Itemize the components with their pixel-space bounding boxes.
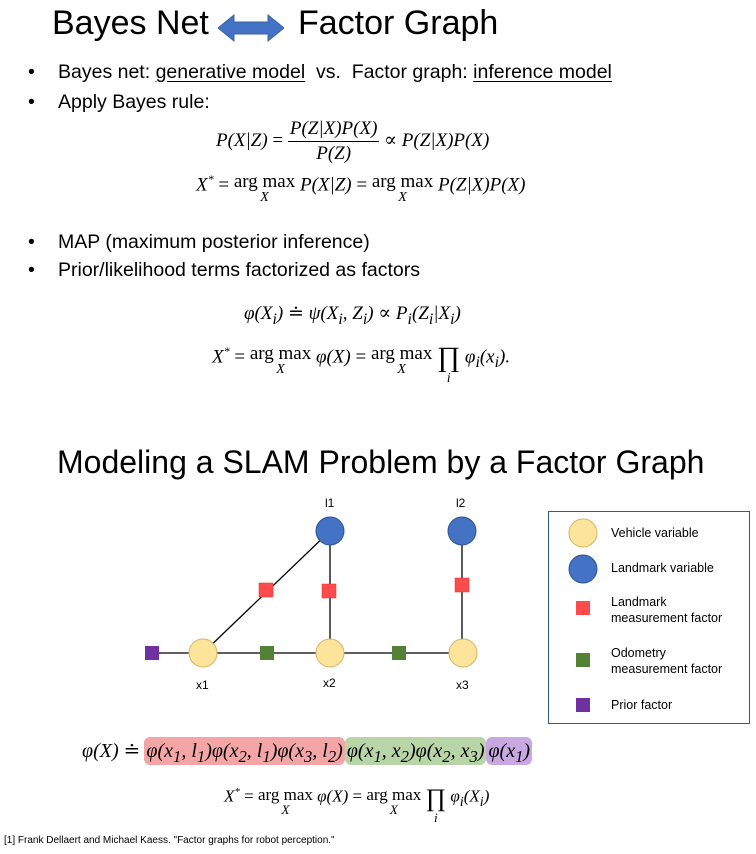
generative-model-text: generative model — [155, 61, 306, 83]
bullet-map: • MAP (maximum posterior inference) — [28, 231, 370, 253]
equation-map-factors: X* = arg max X φ(X) = arg max X ∏ i φi(xi). — [212, 342, 511, 386]
legend-odometry-factor-icon — [576, 653, 590, 667]
legend-landmark-factor-icon — [576, 601, 590, 615]
landmark-node-l1 — [315, 516, 345, 546]
odometry-factor-x2-x3 — [392, 646, 406, 660]
equation-factor-definition: φ(Xi) ≐ ψ(Xi, Zi) ∝ Pi(Zi|Xi) — [244, 303, 461, 328]
legend-landmark-factor-label: Landmark measurement factor — [611, 594, 722, 626]
label-l2: l2 — [456, 496, 466, 510]
reference-citation: [1] Frank Dellaert and Michael Kaess. "F… — [4, 835, 335, 846]
odometry-factor-x1-x2 — [260, 646, 274, 660]
factor-graph: l1 l2 x1 x2 x3 — [145, 496, 478, 692]
equation-map-bayes: X* = arg max X P(X|Z) = arg max X P(Z|X)P(… — [196, 171, 526, 205]
inference-model-text: inference model — [473, 61, 612, 83]
highlight-odometry-factors: φ(x1, x2)φ(x2, x3) — [344, 737, 487, 766]
legend-box: Vehicle variable Landmark variable Landm… — [548, 511, 750, 724]
highlight-landmark-factors: φ(x1, l1)φ(x2, l1)φ(x3, l2) — [144, 737, 345, 766]
landmark-factor-x1-l1 — [258, 582, 274, 598]
legend-landmark-icon — [568, 554, 598, 584]
double-arrow-icon — [218, 14, 284, 42]
label-x2: x2 — [323, 676, 336, 690]
bullet2-text: Apply Bayes rule: — [58, 91, 210, 113]
equation-slam-map: X* = arg max X φ(X) = arg max X ∏ i φi(Xi) — [224, 785, 490, 825]
legend-odometry-factor-label: Odometry measurement factor — [611, 645, 722, 677]
legend-odometry-factor-line2: measurement factor — [611, 662, 723, 676]
equation-slam-factorization: φ(X) ≐ φ(x1, l1)φ(x2, l1)φ(x3, l2) φ(x1, x… — [82, 737, 533, 767]
landmark-factor-x3-l2 — [454, 577, 470, 593]
label-l1: l1 — [325, 496, 335, 510]
legend-vehicle-label: Vehicle variable — [611, 526, 699, 540]
legend-landmark-label: Landmark variable — [611, 561, 714, 575]
bullet-prior-likelihood: • Prior/likelihood terms factorized as fa… — [28, 259, 420, 281]
bullet4-text: Prior/likelihood terms factorized as fac… — [58, 259, 420, 281]
vehicle-node-x3 — [448, 638, 478, 668]
prior-factor-square — [145, 646, 159, 660]
landmark-factor-x2-l1 — [321, 583, 337, 599]
title-factor-graph: Factor Graph — [298, 4, 499, 42]
highlight-prior-factor: φ(x1) — [486, 737, 533, 766]
label-x1: x1 — [196, 678, 209, 692]
bullet1-prefix: Bayes net: — [58, 61, 156, 83]
title-bayes-net: Bayes Net — [52, 4, 209, 42]
legend-landmark-factor-line1: Landmark — [611, 595, 667, 609]
legend-vehicle-icon — [568, 518, 598, 548]
bullet-bayes-vs-factor: • Bayes net: generative model vs. Factor … — [28, 61, 612, 83]
bullet3-text: MAP (maximum posterior inference) — [58, 231, 370, 253]
landmark-node-l2 — [447, 516, 477, 546]
legend-prior-factor-label: Prior factor — [611, 698, 673, 712]
legend-prior-factor-icon — [576, 698, 590, 712]
bullet1-mid: vs. Factor graph: — [305, 61, 474, 83]
legend-odometry-factor-line1: Odometry — [611, 646, 666, 660]
vehicle-node-x2 — [315, 638, 345, 668]
equation-bayes-rule: P(X|Z) = P(Z|X)P(X) P(Z) ∝ P(Z|X)P(X) — [216, 118, 490, 164]
bullet-bayes-rule: • Apply Bayes rule: — [28, 91, 210, 113]
title-slam-factor-graph: Modeling a SLAM Problem by a Factor Grap… — [57, 444, 705, 480]
legend-symbols — [568, 518, 598, 712]
label-x3: x3 — [456, 678, 469, 692]
legend-landmark-factor-line2: measurement factor — [611, 611, 723, 625]
vehicle-node-x1 — [188, 638, 218, 668]
